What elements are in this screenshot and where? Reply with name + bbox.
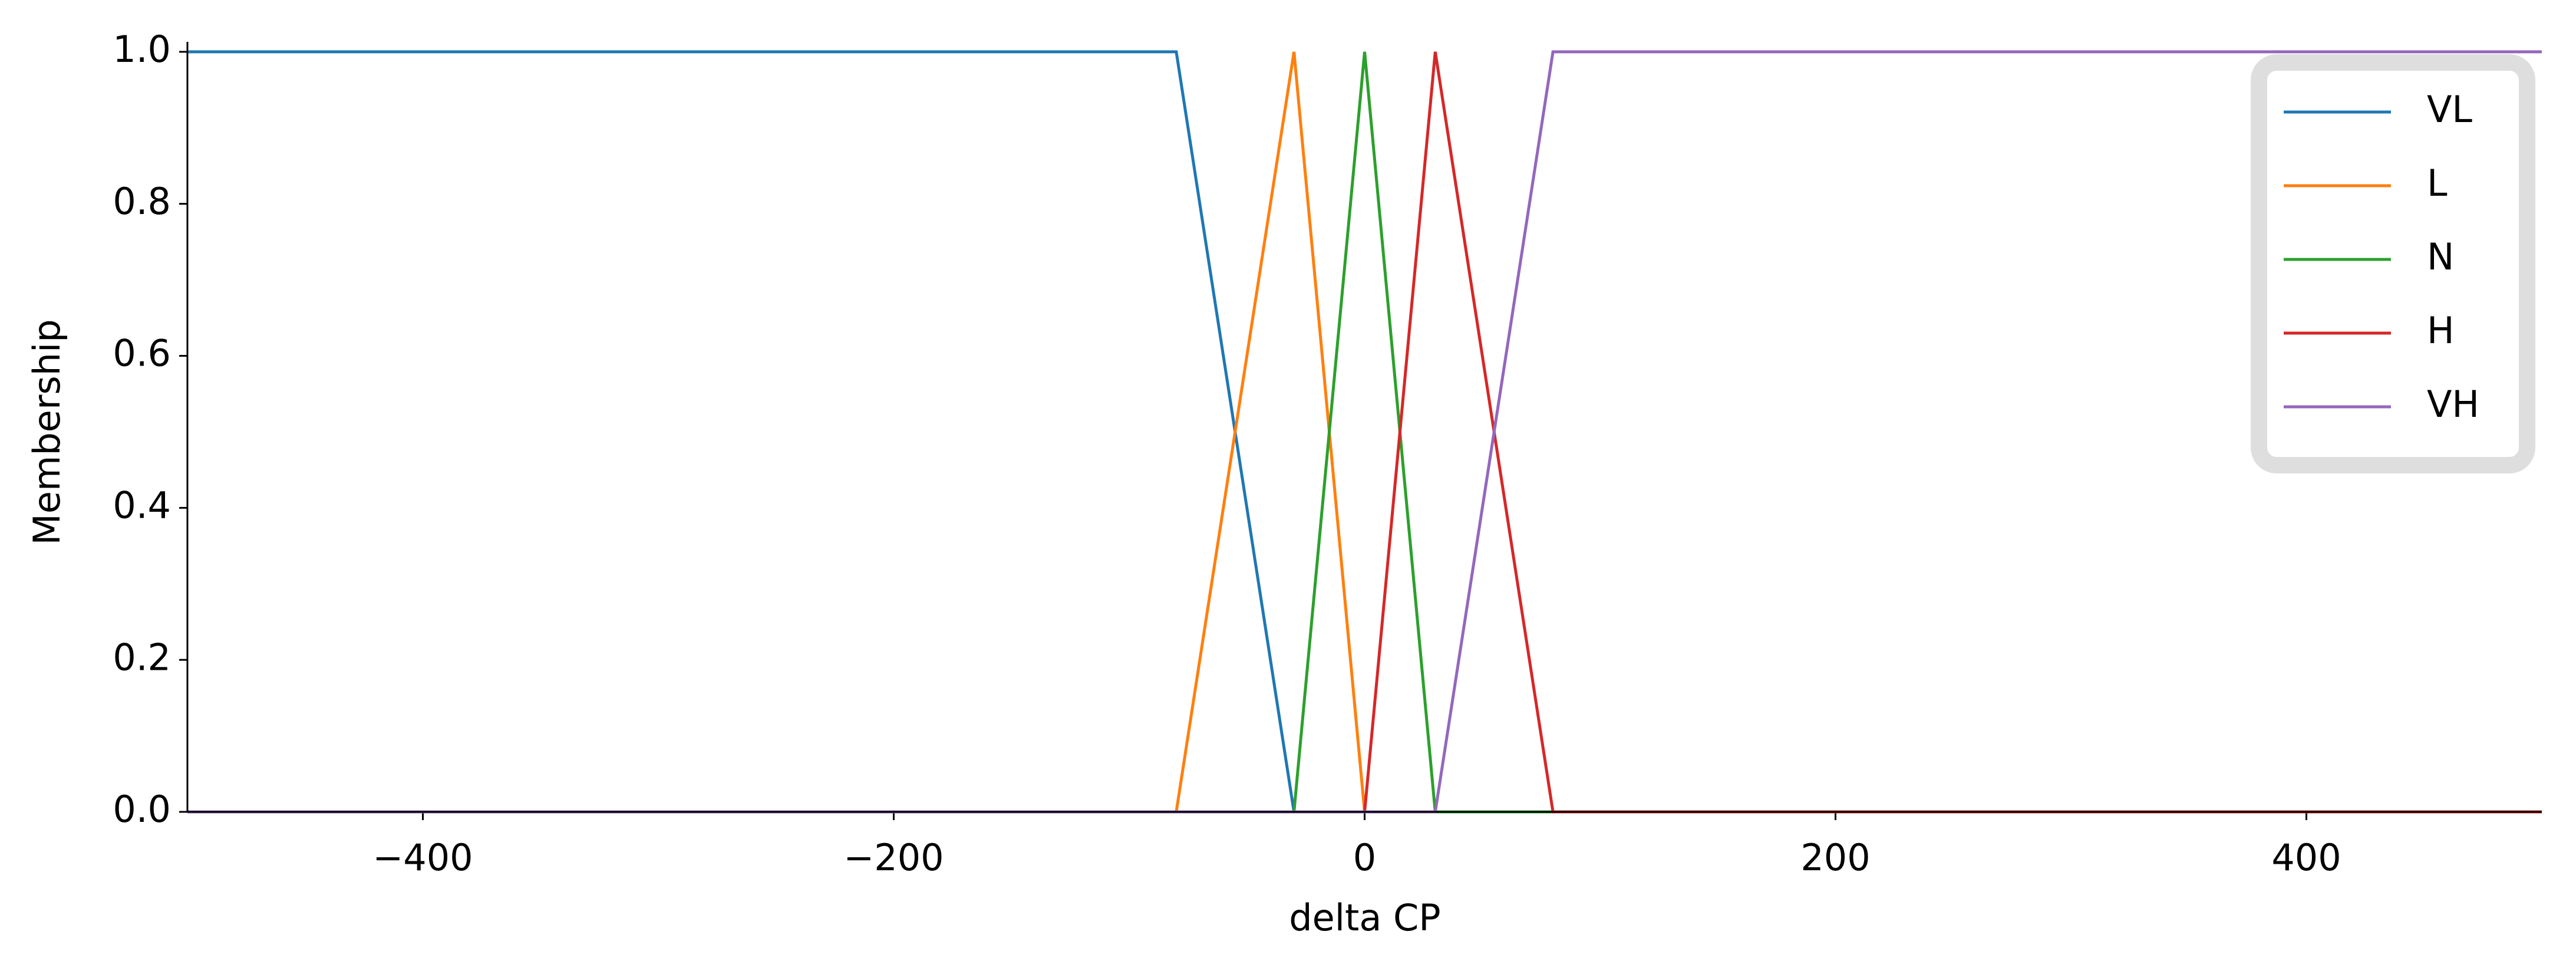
x-tick-label: −400 [372,836,473,879]
legend-label: H [2427,309,2455,352]
y-tick-label: 0.4 [113,483,171,527]
x-axis-label: delta CP [1289,896,1440,939]
series-line [187,51,2542,814]
y-tick-label: 0.8 [113,180,171,223]
x-tick-label: 0 [1353,836,1376,879]
legend-box [2251,54,2535,473]
series-line [187,50,2542,814]
legend-label: N [2427,235,2454,278]
series-line [187,51,2542,814]
legend-label: L [2427,162,2448,205]
legend-label: VL [2427,88,2472,131]
y-axis-label: Membership [25,319,68,545]
series-line [187,50,2542,814]
y-tick-label: 1.0 [113,28,171,71]
x-tick-label: −200 [843,836,944,879]
legend-label: VH [2427,383,2479,426]
y-tick-label: 0.6 [113,332,171,375]
series-line [187,51,2542,814]
y-tick-label: 0.2 [113,636,171,679]
x-tick-label: 400 [2271,836,2341,879]
x-tick-label: 200 [1800,836,1870,879]
y-tick-label: 0.0 [113,788,171,831]
